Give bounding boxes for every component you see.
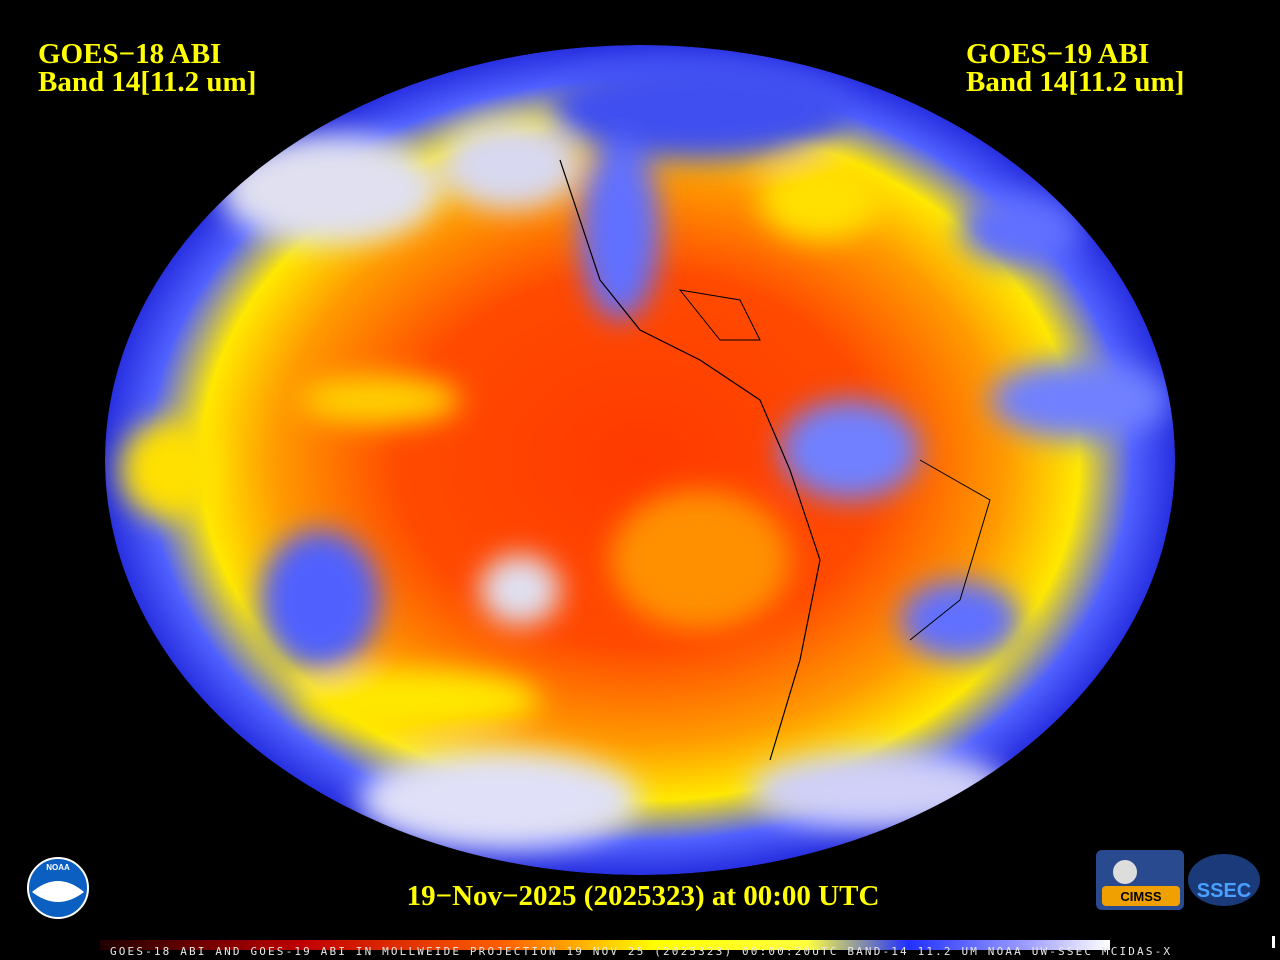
left-title: GOES−18 ABI: [38, 38, 221, 70]
corner-marker: [1272, 936, 1275, 948]
noaa-label: NOAA: [46, 863, 70, 872]
cimss-label: CIMSS: [1120, 889, 1162, 904]
timestamp: 19−Nov−2025 (2025323) at 00:00 UTC: [407, 880, 880, 912]
right-title: GOES−19 ABI: [966, 38, 1149, 70]
ssec-logo: SSEC: [1188, 854, 1260, 906]
color-bar: [100, 940, 1110, 950]
cimss-logo: CIMSS: [1096, 850, 1184, 910]
satellite-image: [105, 45, 1175, 875]
ssec-label: SSEC: [1197, 880, 1251, 902]
footer-caption: GOES-18 ABI AND GOES-19 ABI IN MOLLWEIDE…: [110, 945, 1170, 958]
right-band: Band 14[11.2 um]: [966, 66, 1184, 98]
left-band: Band 14[11.2 um]: [38, 66, 256, 98]
noaa-logo: NOAA: [27, 857, 89, 919]
